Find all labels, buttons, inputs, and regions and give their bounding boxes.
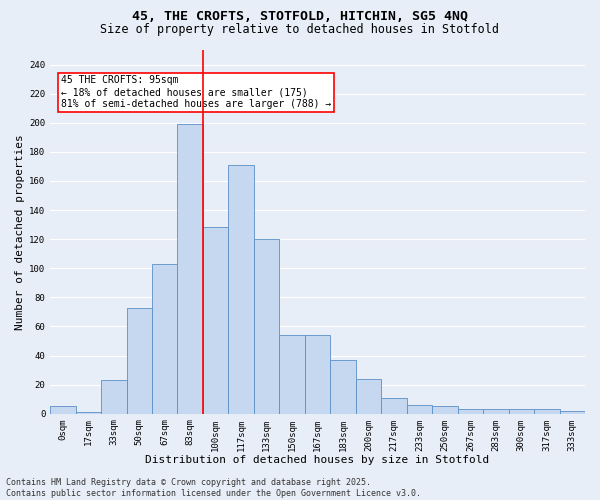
Bar: [356, 379, 381, 414]
Bar: [152, 264, 178, 414]
Bar: [407, 405, 432, 413]
Bar: [305, 335, 331, 413]
Bar: [254, 239, 280, 414]
Bar: [534, 410, 560, 414]
Text: 45, THE CROFTS, STOTFOLD, HITCHIN, SG5 4NQ: 45, THE CROFTS, STOTFOLD, HITCHIN, SG5 4…: [132, 10, 468, 23]
Text: Size of property relative to detached houses in Stotfold: Size of property relative to detached ho…: [101, 22, 499, 36]
Bar: [178, 124, 203, 414]
Bar: [229, 165, 254, 414]
Bar: [560, 411, 585, 414]
Bar: [50, 406, 76, 414]
Bar: [76, 412, 101, 414]
Bar: [381, 398, 407, 413]
Bar: [280, 335, 305, 413]
Text: 45 THE CROFTS: 95sqm
← 18% of detached houses are smaller (175)
81% of semi-deta: 45 THE CROFTS: 95sqm ← 18% of detached h…: [61, 76, 331, 108]
Bar: [101, 380, 127, 414]
Text: Contains HM Land Registry data © Crown copyright and database right 2025.
Contai: Contains HM Land Registry data © Crown c…: [6, 478, 421, 498]
Bar: [203, 228, 229, 414]
Bar: [331, 360, 356, 414]
X-axis label: Distribution of detached houses by size in Stotfold: Distribution of detached houses by size …: [145, 455, 490, 465]
Bar: [509, 410, 534, 414]
Bar: [458, 410, 483, 414]
Bar: [483, 410, 509, 414]
Y-axis label: Number of detached properties: Number of detached properties: [15, 134, 25, 330]
Bar: [432, 406, 458, 414]
Bar: [127, 308, 152, 414]
